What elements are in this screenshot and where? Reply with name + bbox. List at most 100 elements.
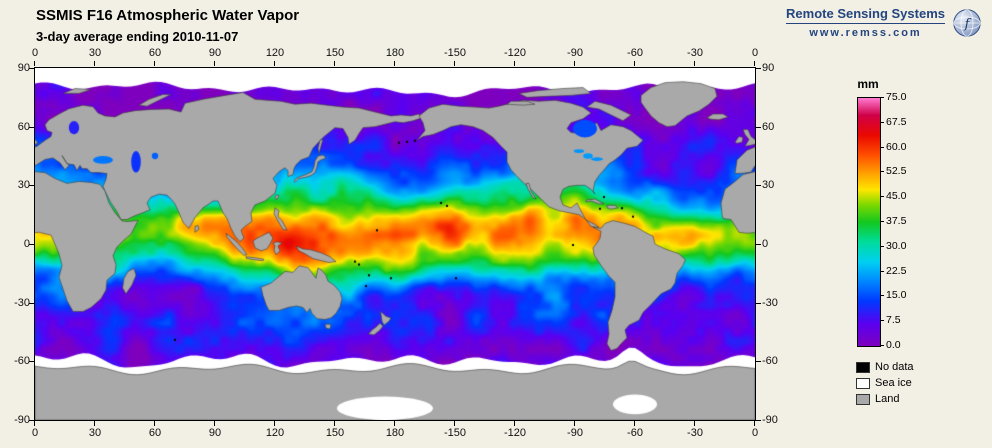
colorbar-tick-mark: [880, 345, 884, 346]
axis-tick-mark: [29, 127, 34, 128]
colorbar-unit-label: mm: [857, 77, 879, 91]
page-subtitle: 3-day average ending 2010-11-07: [36, 29, 239, 44]
brand-name: Remote Sensing Systems: [786, 6, 945, 21]
axis-tick-mark: [29, 244, 34, 245]
lon-tick-label-bottom: -120: [503, 427, 527, 439]
axis-tick-mark: [29, 303, 34, 304]
lon-tick-label-bottom: 0: [751, 427, 759, 439]
colorbar-tick-label: 60.0: [886, 141, 907, 153]
colorbar-tick-mark: [880, 221, 884, 222]
branding: Remote Sensing Systems www.remss.com f: [786, 6, 982, 39]
axis-tick-mark: [94, 421, 95, 426]
axis-tick-mark: [274, 61, 275, 66]
lon-tick-label-top: 0: [751, 47, 759, 59]
legend-swatch-no-data: [856, 361, 870, 373]
colorbar-tick-label: 7.5: [886, 314, 901, 326]
lon-tick-label-bottom: 60: [148, 427, 162, 439]
lon-tick-label-bottom: -90: [567, 427, 583, 439]
lon-tick-label-bottom: 30: [88, 427, 102, 439]
axis-tick-mark: [214, 421, 215, 426]
lat-tick-label-right: -30: [762, 297, 778, 309]
axis-tick-mark: [756, 420, 761, 421]
lon-tick-label-top: 0: [31, 47, 39, 59]
axis-tick-mark: [29, 68, 34, 69]
colorbar-tick-mark: [880, 97, 884, 98]
axis-tick-mark: [756, 303, 761, 304]
legend-item: Sea ice: [856, 377, 912, 389]
brand-url-link[interactable]: www.remss.com: [809, 27, 922, 39]
colorbar-tick-label: 0.0: [886, 339, 901, 351]
legend-label: Sea ice: [875, 377, 912, 389]
axis-tick-mark: [154, 61, 155, 66]
lat-tick-label-left: -60: [14, 355, 30, 367]
lat-tick-label-right: 0: [762, 238, 769, 250]
colorbar-tick-mark: [880, 171, 884, 172]
colorbar-tick-mark: [880, 147, 884, 148]
axis-tick-mark: [634, 61, 635, 66]
brand-divider: [786, 23, 945, 24]
legend-item: Land: [856, 393, 899, 405]
lat-tick-label-left: 60: [17, 121, 30, 133]
map-frame: [34, 67, 756, 421]
axis-tick-mark: [514, 61, 515, 66]
lon-tick-label-top: 120: [265, 47, 285, 59]
axis-tick-mark: [274, 421, 275, 426]
axis-tick-mark: [756, 244, 761, 245]
axis-tick-mark: [756, 68, 761, 69]
axis-tick-mark: [514, 421, 515, 426]
lon-tick-label-bottom: -60: [627, 427, 643, 439]
legend-item: No data: [856, 361, 914, 373]
axis-tick-mark: [34, 61, 35, 66]
colorbar-tick-label: 67.5: [886, 116, 907, 128]
lon-tick-label-top: -60: [627, 47, 643, 59]
lat-tick-label-left: 90: [17, 62, 30, 74]
lat-tick-label-left: 0: [23, 238, 30, 250]
lat-tick-label-left: -30: [14, 297, 30, 309]
axis-tick-mark: [29, 420, 34, 421]
legend-label: No data: [875, 361, 914, 373]
lon-tick-label-top: -120: [503, 47, 527, 59]
colorbar-tick-mark: [880, 196, 884, 197]
axis-tick-mark: [94, 61, 95, 66]
axis-tick-mark: [394, 61, 395, 66]
axis-tick-mark: [34, 421, 35, 426]
lon-tick-label-top: 30: [88, 47, 102, 59]
lon-tick-label-top: 180: [385, 47, 405, 59]
lon-tick-label-top: 60: [148, 47, 162, 59]
lon-tick-label-bottom: -30: [687, 427, 703, 439]
colorbar: [857, 97, 881, 347]
lon-tick-label-top: -30: [687, 47, 703, 59]
axis-tick-mark: [694, 421, 695, 426]
lat-tick-label-right: 90: [762, 62, 775, 74]
axis-tick-mark: [334, 61, 335, 66]
axis-tick-mark: [754, 61, 755, 66]
legend-swatch-land: [856, 393, 870, 405]
axis-tick-mark: [214, 61, 215, 66]
lon-tick-label-bottom: 0: [31, 427, 39, 439]
axis-tick-mark: [756, 127, 761, 128]
lon-tick-label-bottom: 90: [208, 427, 222, 439]
axis-tick-mark: [454, 421, 455, 426]
axis-tick-mark: [756, 185, 761, 186]
lon-tick-label-bottom: 180: [385, 427, 405, 439]
axis-tick-mark: [754, 421, 755, 426]
colorbar-tick-mark: [880, 320, 884, 321]
lat-tick-label-right: 30: [762, 179, 775, 191]
lat-tick-label-right: -90: [762, 414, 778, 426]
brand-text-block: Remote Sensing Systems www.remss.com: [786, 6, 945, 39]
colorbar-tick-label: 37.5: [886, 215, 907, 227]
colorbar-tick-label: 75.0: [886, 91, 907, 103]
axis-tick-mark: [29, 361, 34, 362]
axis-tick-mark: [694, 61, 695, 66]
lon-tick-label-top: -150: [443, 47, 467, 59]
colorbar-tick-label: 45.0: [886, 190, 907, 202]
legend-swatch-sea-ice: [856, 377, 870, 389]
colorbar-tick-label: 15.0: [886, 289, 907, 301]
lon-tick-label-top: 150: [325, 47, 345, 59]
globe-logo-icon: f: [953, 8, 981, 37]
lon-tick-label-top: 90: [208, 47, 222, 59]
colorbar-tick-mark: [880, 295, 884, 296]
colorbar-tick-mark: [880, 122, 884, 123]
axis-tick-mark: [574, 421, 575, 426]
